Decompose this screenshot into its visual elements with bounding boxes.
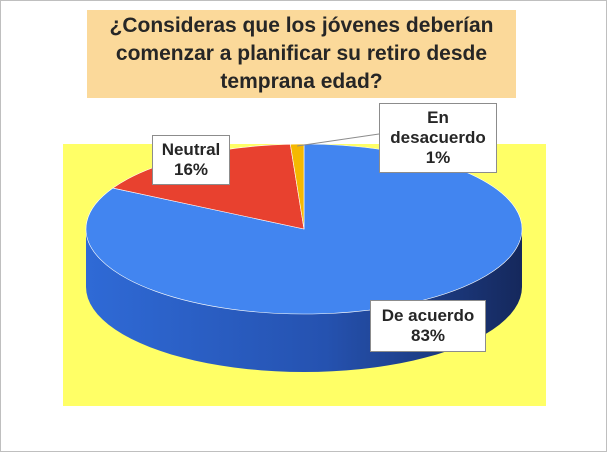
pie-slice-en-desacuerdo (289, 143, 305, 230)
data-label-category: Neutral (161, 140, 221, 159)
data-label-category: De acuerdo (381, 306, 475, 325)
data-label-category: En desacuerdo (390, 108, 486, 147)
data-label-percent: 83% (410, 326, 446, 345)
leader-line-en-desacuerdo (297, 133, 380, 147)
chart-title-box: ¿Consideras que los jóvenes deberían com… (87, 10, 516, 98)
data-label-percent: 16% (173, 160, 209, 179)
data-label-de-acuerdo: De acuerdo 83% (370, 300, 486, 352)
data-label-percent: 1% (425, 148, 451, 167)
data-label-neutral: Neutral 16% (152, 135, 230, 185)
chart-title: ¿Consideras que los jóvenes deberían com… (109, 14, 494, 93)
data-label-en-desacuerdo: En desacuerdo 1% (379, 103, 497, 173)
